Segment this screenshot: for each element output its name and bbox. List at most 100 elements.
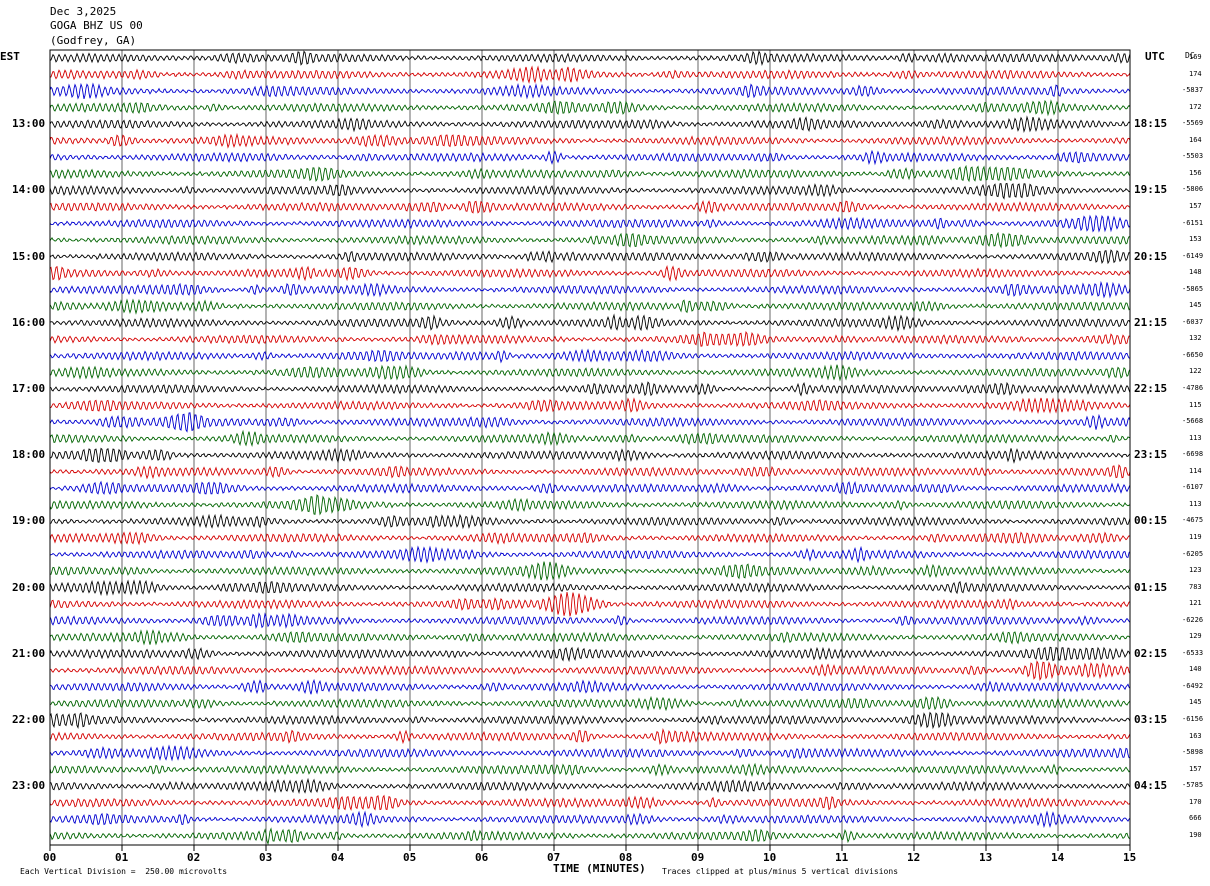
x-tick-label-05: 05 — [403, 851, 417, 864]
trace-row-27 — [49, 494, 1131, 516]
clip-note: Traces clipped at plus/minus 5 vertical … — [662, 867, 899, 876]
trace-row-39 — [49, 695, 1131, 712]
x-tick-label-01: 01 — [115, 851, 129, 864]
trace-row-45 — [49, 794, 1131, 811]
trace-row-20 — [49, 381, 1131, 397]
left-hour-label: 21:00 — [12, 646, 46, 660]
trace-row-30 — [49, 545, 1131, 564]
trace-row-10 — [49, 214, 1131, 233]
dc-offset-label: -5569 — [1182, 119, 1204, 128]
trace-row-46 — [49, 810, 1131, 829]
trace-row-18 — [49, 348, 1131, 364]
trace-row-25 — [49, 464, 1131, 480]
trace-row-0 — [49, 50, 1131, 67]
dc-offset-label: -5837 — [1182, 86, 1204, 95]
trace-row-21 — [49, 397, 1131, 415]
dc-offset-label: 114 — [1189, 466, 1202, 475]
dc-offset-label: -5865 — [1182, 284, 1204, 293]
dc-offset-label: -6492 — [1182, 681, 1204, 690]
trace-row-15 — [49, 298, 1131, 315]
seismic-traces — [49, 50, 1131, 846]
dc-offset-label: -4786 — [1182, 384, 1204, 392]
x-tick-label-14: 14 — [1051, 851, 1065, 864]
dc-offset-label: -6650 — [1182, 350, 1204, 359]
x-tick-label-02: 02 — [187, 851, 201, 864]
minute-gridlines — [49, 50, 1131, 845]
dc-offset-label: 129 — [1189, 632, 1202, 641]
dc-offset-label: 140 — [1189, 665, 1202, 674]
dc-offset-label: 115 — [1189, 400, 1202, 409]
dc-offset-label: -6149 — [1182, 251, 1204, 260]
trace-row-1 — [49, 65, 1131, 84]
dc-offset-label: -5785 — [1182, 781, 1204, 790]
trace-row-4 — [49, 115, 1131, 133]
trace-row-19 — [49, 364, 1131, 382]
x-tick-label-08: 08 — [619, 851, 633, 864]
trace-row-41 — [49, 727, 1131, 745]
left-hour-label: 23:00 — [12, 779, 46, 793]
right-hour-label: 23:15 — [1134, 448, 1168, 462]
trace-row-29 — [49, 531, 1131, 546]
dc-offset-label: -5806 — [1182, 185, 1204, 194]
x-tick-label-12: 12 — [907, 851, 921, 864]
left-hour-label: 19:00 — [12, 514, 46, 528]
dc-offset-label: 190 — [1189, 830, 1202, 839]
trace-row-26 — [49, 480, 1131, 495]
trace-row-13 — [49, 265, 1131, 282]
trace-row-16 — [49, 313, 1131, 333]
left-axis-label: EST — [0, 50, 20, 63]
trace-row-11 — [49, 231, 1131, 249]
right-hour-label: 20:15 — [1134, 249, 1168, 263]
trace-row-5 — [49, 132, 1131, 149]
dc-offset-label: -6107 — [1182, 483, 1204, 492]
trace-row-31 — [50, 561, 1131, 582]
dc-offset-label: 172 — [1189, 102, 1202, 111]
right-hour-label: 03:15 — [1134, 713, 1168, 726]
right-hour-label: 18:15 — [1134, 117, 1168, 131]
x-tick-label-13: 13 — [979, 851, 993, 864]
trace-row-28 — [49, 513, 1131, 530]
x-tick-label-09: 09 — [691, 851, 705, 864]
x-tick-label-06: 06 — [475, 851, 489, 864]
dc-offset-label: 666 — [1189, 814, 1202, 823]
dc-offset-label: 122 — [1189, 367, 1202, 376]
dc-offset-label: -5503 — [1182, 152, 1204, 161]
trace-row-24 — [49, 447, 1131, 464]
dc-offset-label: 153 — [1189, 235, 1202, 244]
trace-row-32 — [49, 579, 1131, 597]
station-code: GOGA BHZ US 00 — [50, 19, 143, 32]
trace-row-8 — [49, 182, 1131, 200]
right-hour-label: 01:15 — [1134, 580, 1168, 594]
x-tick-label-07: 07 — [547, 851, 561, 864]
dc-offset-label: 156 — [1189, 168, 1202, 177]
dc-offset-label: 157 — [1189, 764, 1202, 773]
trace-row-42 — [49, 744, 1131, 762]
right-hour-label: 22:15 — [1134, 382, 1168, 395]
dc-offset-label: -6151 — [1182, 218, 1204, 227]
dc-offset-label: -5668 — [1182, 417, 1204, 426]
right-hour-label: 21:15 — [1134, 315, 1168, 329]
dc-offset-label: -6205 — [1182, 549, 1204, 558]
trace-row-23 — [49, 429, 1131, 448]
left-hour-label: 15:00 — [12, 249, 46, 263]
dc-offset-label: -5898 — [1182, 748, 1204, 757]
trace-row-12 — [49, 249, 1131, 265]
x-tick-label-03: 03 — [259, 851, 273, 864]
x-tick-label-04: 04 — [331, 851, 345, 864]
right-hour-label: 04:15 — [1134, 779, 1168, 793]
right-hour-label: 19:15 — [1134, 183, 1168, 197]
left-hour-label: 14:00 — [12, 183, 46, 197]
right-axis-label: UTC — [1145, 50, 1165, 63]
trace-row-22 — [49, 412, 1131, 433]
dc-offset-label: -6226 — [1182, 615, 1204, 624]
dc-offset-label: 164 — [1189, 135, 1202, 144]
dc-offset-label: 119 — [1189, 532, 1202, 541]
dc-offset-label: 783 — [1189, 582, 1202, 591]
trace-row-2 — [49, 82, 1131, 100]
dc-offset-label: -6533 — [1182, 648, 1204, 657]
dc-header: DC — [1185, 51, 1195, 60]
left-hour-label: 16:00 — [12, 315, 46, 329]
dc-offset-label: 145 — [1189, 698, 1202, 707]
trace-row-3 — [49, 99, 1131, 117]
x-axis-ticks — [49, 845, 1131, 851]
